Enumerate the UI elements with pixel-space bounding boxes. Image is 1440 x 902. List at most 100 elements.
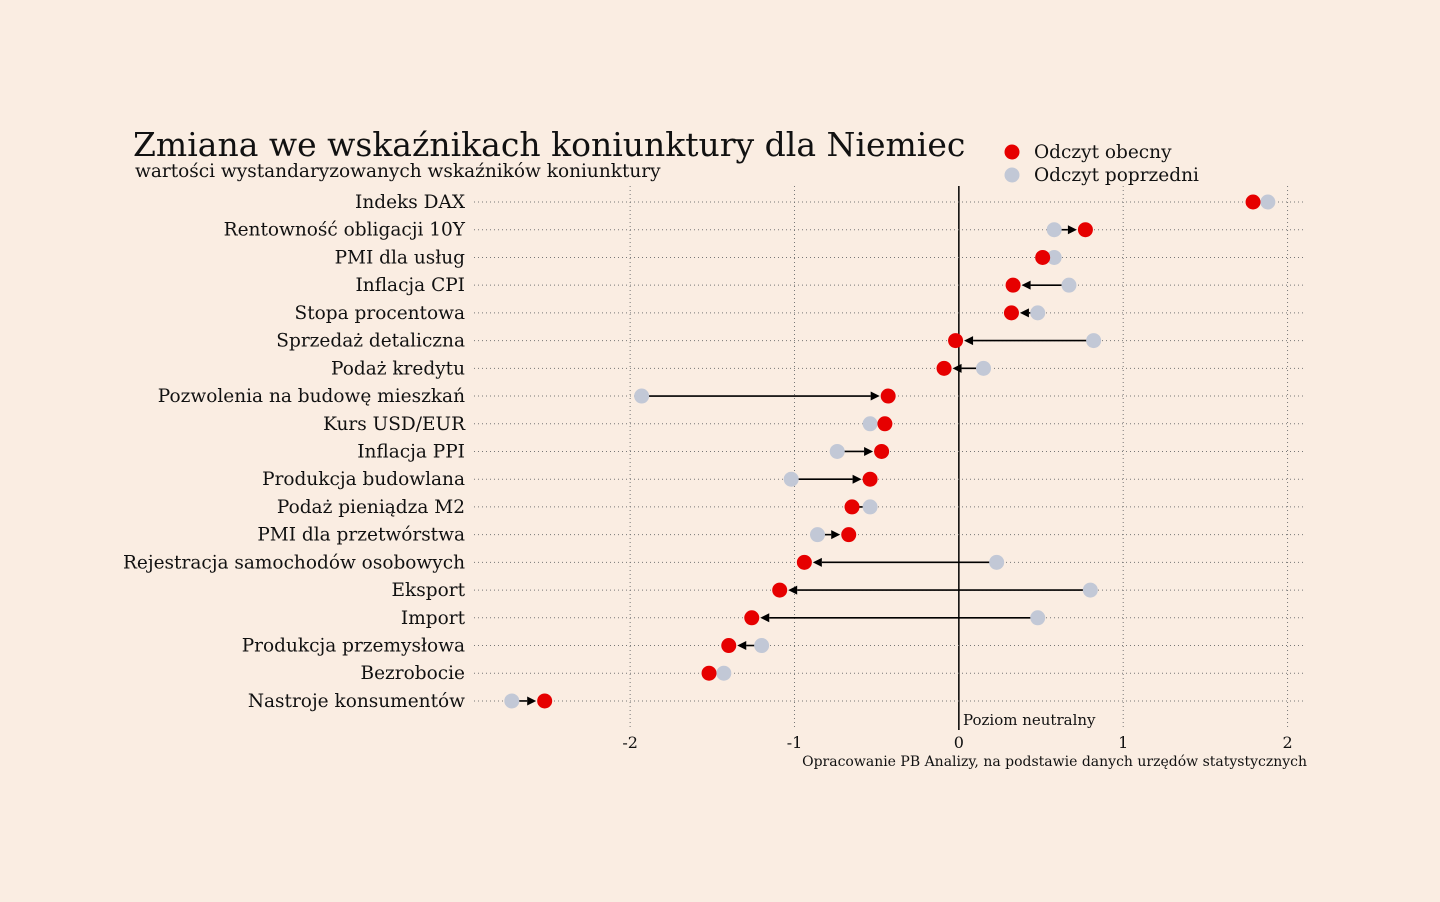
previous-point (862, 416, 878, 432)
previous-point (1082, 582, 1098, 598)
current-point (877, 416, 893, 432)
category-label: Kurs USD/EUR (323, 414, 466, 435)
change-arrow (870, 391, 880, 401)
current-point (1245, 194, 1261, 210)
change-arrow (812, 557, 822, 567)
category-label: Rejestracja samochodów osobowych (123, 552, 465, 573)
current-point (1035, 249, 1051, 265)
previous-point (504, 693, 520, 709)
row-18: Nastroje konsumentów (248, 691, 1304, 712)
row-9: Inflacja PPI (357, 441, 1304, 462)
data-rows: Indeks DAX Rentowność obligacji 10Y PMI dl… (123, 192, 1304, 712)
current-point (862, 471, 878, 487)
previous-point (976, 360, 992, 376)
current-point (874, 443, 890, 459)
previous-point (1260, 194, 1276, 210)
current-point (744, 610, 760, 626)
previous-point (716, 665, 732, 681)
current-point (796, 554, 812, 570)
change-arrow (1021, 280, 1031, 290)
x-tick-label: 1 (1118, 733, 1128, 752)
category-label: Pozwolenia na budowę mieszkań (158, 386, 465, 407)
category-label: Stopa procentowa (295, 303, 465, 324)
row-14: Eksport (392, 580, 1304, 601)
category-label: Nastroje konsumentów (248, 691, 465, 712)
previous-point (783, 471, 799, 487)
previous-point (862, 499, 878, 515)
change-arrow (852, 474, 862, 484)
change-arrow (964, 336, 974, 346)
x-tick-label: 2 (1282, 733, 1292, 752)
source-note: Opracowanie PB Analizy, na podstawie dan… (802, 754, 1307, 770)
category-label: Produkcja budowlana (262, 469, 465, 490)
legend-label-current: Odczyt obecny (1034, 142, 1172, 163)
row-11: Podaż pieniądza M2 (277, 497, 1304, 518)
legend: Odczyt obecny Odczyt poprzedni (1004, 142, 1199, 186)
current-point (1003, 305, 1019, 321)
row-8: Kurs USD/EUR (323, 414, 1304, 435)
previous-point (1061, 277, 1077, 293)
current-point (841, 527, 857, 543)
previous-point (989, 554, 1005, 570)
row-4: Stopa procentowa (295, 303, 1304, 324)
row-3: Inflacja CPI (355, 275, 1304, 296)
current-point (701, 665, 717, 681)
category-label: Podaż kredytu (331, 358, 465, 379)
change-arrow (788, 585, 798, 595)
change-arrow (1067, 225, 1077, 235)
row-7: Pozwolenia na budowę mieszkań (158, 386, 1304, 407)
previous-point (1030, 305, 1046, 321)
current-point (1005, 277, 1021, 293)
current-point (844, 499, 860, 515)
neutral-level-label: Poziom neutralny (963, 711, 1096, 729)
x-tick-label: -2 (622, 733, 638, 752)
current-point (948, 333, 964, 349)
previous-point (1030, 610, 1046, 626)
row-5: Sprzedaż detaliczna (276, 331, 1304, 352)
current-point (772, 582, 788, 598)
previous-point (1046, 222, 1062, 238)
legend-marker-previous (1004, 167, 1020, 183)
row-1: Rentowność obligacji 10Y (224, 220, 1304, 241)
change-arrow (1019, 308, 1029, 318)
previous-point (754, 638, 770, 654)
previous-point (634, 388, 650, 404)
change-arrow (831, 530, 841, 540)
legend-label-previous: Odczyt poprzedni (1034, 165, 1199, 186)
current-point (1077, 222, 1093, 238)
current-point (537, 693, 553, 709)
category-label: Inflacja PPI (357, 441, 465, 462)
current-point (721, 638, 737, 654)
category-label: Produkcja przemysłowa (242, 636, 465, 657)
change-arrow (527, 696, 537, 706)
category-label: Eksport (392, 580, 466, 601)
current-point (936, 360, 952, 376)
chart-title: Zmiana we wskaźnikach koniunktury dla Ni… (133, 125, 965, 164)
category-label: PMI dla przetwórstwa (257, 525, 465, 546)
chart-subtitle: wartości wystandaryzowanych wskaźników k… (135, 161, 661, 182)
current-point (880, 388, 896, 404)
row-12: PMI dla przetwórstwa (257, 525, 1304, 546)
row-13: Rejestracja samochodów osobowych (123, 552, 1304, 573)
previous-point (1086, 333, 1102, 349)
x-tick-label: -1 (787, 733, 803, 752)
category-label: PMI dla usług (335, 247, 466, 268)
row-6: Podaż kredytu (331, 358, 1304, 379)
x-tick-label: 0 (954, 733, 964, 752)
category-label: Bezrobocie (361, 663, 466, 684)
row-0: Indeks DAX (355, 192, 1304, 213)
category-label: Inflacja CPI (355, 275, 465, 296)
change-arrow (760, 613, 770, 623)
category-label: Import (401, 608, 466, 629)
category-label: Rentowność obligacji 10Y (224, 220, 466, 241)
change-arrow (952, 363, 962, 373)
previous-point (829, 443, 845, 459)
change-arrow (864, 446, 874, 456)
row-17: Bezrobocie (361, 663, 1304, 684)
change-arrow (737, 641, 747, 651)
category-label: Sprzedaż detaliczna (276, 331, 465, 352)
x-axis-ticks: -2 -1 0 1 2 (622, 733, 1292, 752)
row-15: Import (401, 608, 1304, 629)
previous-point (1046, 249, 1062, 265)
